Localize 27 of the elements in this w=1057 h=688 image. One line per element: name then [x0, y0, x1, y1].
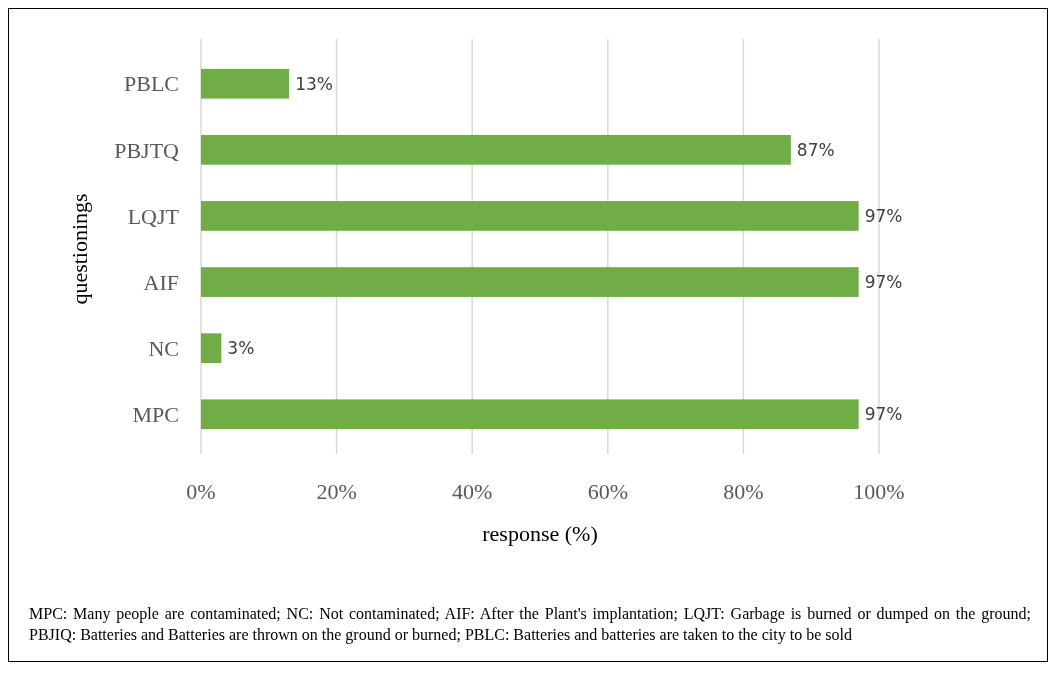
y-tick-label: MPC [132, 401, 179, 427]
text: MPC: Many people are contaminated; NC: Not contaminated; AIF: After the Plant's implantation; LQJT: Garbage is burned or dumped on the ground; PBJIQ: Batteries and Batteries are thrown on the ground or burned; PBLC: Batteries and batteries are taken to the city to be sold [28, 604, 1032, 646]
bar [201, 134, 791, 165]
x-tick-label: 20% [316, 479, 357, 504]
data-label: 97% [864, 205, 903, 226]
bar [201, 201, 859, 231]
bar [201, 68, 290, 99]
data-label: 97% [864, 404, 903, 425]
x-tick-label: 0% [186, 479, 216, 504]
bar [201, 399, 859, 430]
data-label: 97% [864, 272, 903, 293]
x-axis-title: response (%) [482, 521, 598, 546]
y-axis-title: questionings [67, 193, 92, 305]
y-tick-label: PBJTQ [114, 137, 180, 163]
x-tick-label: 100% [853, 479, 905, 504]
bar [201, 267, 859, 297]
y-tick-label: NC [148, 335, 179, 361]
data-label: 13% [295, 73, 333, 94]
bar [201, 333, 222, 364]
data-label: 3% [227, 338, 255, 359]
data-label: 87% [796, 139, 835, 160]
y-tick-label: PBLC [123, 71, 179, 97]
y-tick-label: LQJT [127, 203, 180, 229]
x-tick-label: 80% [723, 479, 764, 504]
x-tick-label: 60% [587, 479, 628, 504]
y-tick-label: AIF [143, 269, 179, 295]
x-tick-label: 40% [452, 479, 493, 504]
